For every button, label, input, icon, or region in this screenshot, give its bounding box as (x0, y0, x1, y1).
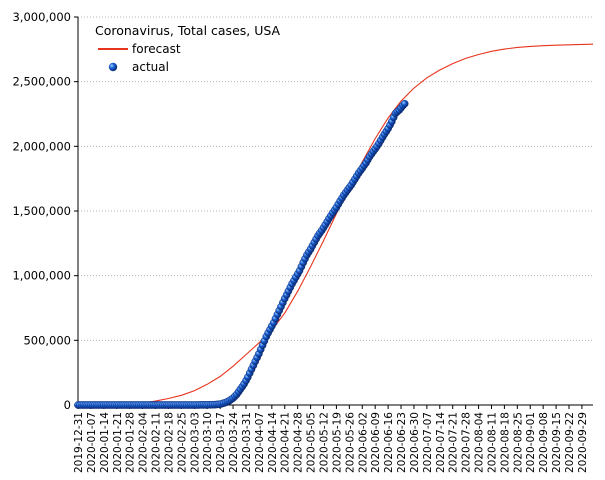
x-tick-label: 2020-07-21 (448, 412, 460, 473)
x-tick-label: 2020-04-14 (267, 412, 279, 473)
y-tick-label: 2,000,000 (12, 139, 71, 153)
y-tick-label: 500,000 (23, 333, 71, 347)
legend: Coronavirus, Total cases, USA forecast a… (95, 23, 281, 74)
x-tick-label: 2020-08-25 (512, 412, 524, 473)
x-tick-label: 2020-01-28 (125, 412, 137, 473)
y-tick-label: 3,000,000 (12, 10, 71, 24)
y-tick-label: 1,500,000 (12, 204, 71, 218)
x-tick-label: 2020-08-11 (486, 412, 498, 473)
x-tick-label: 2020-01-07 (86, 412, 98, 473)
x-tick-label: 2020-03-31 (241, 412, 253, 473)
x-tick-label: 2020-02-04 (138, 412, 150, 473)
x-tick-label: 2020-06-16 (383, 412, 395, 473)
y-tick-label: 1,000,000 (12, 269, 71, 283)
x-tick-label: 2020-03-17 (215, 412, 227, 473)
x-tick-label: 2020-03-24 (228, 412, 240, 473)
legend-actual-label: actual (132, 60, 169, 74)
x-tick-label: 2020-09-29 (577, 412, 589, 473)
x-tick-label: 2020-06-23 (396, 412, 408, 473)
x-tick-label: 2020-06-02 (357, 412, 369, 473)
x-tick-label: 2020-05-05 (306, 412, 318, 473)
actual-point (400, 99, 409, 108)
x-tick-label: 2020-09-15 (551, 412, 563, 473)
x-tick-label: 2020-09-22 (564, 412, 576, 473)
x-tick-label: 2020-05-26 (344, 412, 356, 473)
x-tick-label: 2020-04-28 (293, 412, 305, 473)
x-tick-label: 2020-09-08 (538, 412, 550, 473)
x-tick-label: 2020-05-19 (331, 412, 343, 473)
x-tick-label: 2020-01-21 (112, 412, 124, 473)
x-tick-label: 2019-12-31 (73, 412, 85, 473)
y-axis-ticks: 0 500,000 1,000,000 1,500,000 2,000,000 2,500… (12, 10, 78, 412)
x-tick-label: 2020-03-10 (202, 412, 214, 473)
x-tick-label: 2020-02-25 (176, 412, 188, 473)
x-tick-label: 2020-03-03 (189, 412, 201, 473)
series (74, 43, 594, 409)
x-tick-label: 2020-02-18 (163, 412, 175, 473)
legend-forecast-label: forecast (132, 42, 181, 56)
x-tick-label: 2020-07-14 (435, 412, 447, 473)
grid-lines (78, 16, 593, 341)
legend-actual-swatch (108, 62, 118, 72)
x-tick-label: 2020-01-14 (99, 412, 111, 473)
x-tick-label: 2020-06-09 (370, 412, 382, 473)
y-tick-label: 2,500,000 (12, 75, 71, 89)
x-tick-label: 2020-07-07 (422, 412, 434, 473)
x-tick-label: 2020-07-28 (461, 412, 473, 473)
x-tick-label: 2020-08-04 (474, 412, 486, 473)
y-tick-label: 0 (64, 398, 71, 412)
x-axis-ticks: 2019-12-31 2020-01-07 2020-01-14 2020-01-21… (73, 405, 589, 473)
forecast-line (129, 43, 594, 405)
x-tick-label: 2020-02-11 (151, 412, 163, 473)
x-tick-label: 2020-04-21 (280, 412, 292, 473)
x-tick-label: 2020-06-30 (409, 412, 421, 473)
chart-title: Coronavirus, Total cases, USA (95, 23, 281, 38)
x-tick-label: 2020-04-07 (254, 412, 266, 473)
x-tick-label: 2020-05-12 (319, 412, 331, 473)
x-tick-label: 2020-08-18 (499, 412, 511, 473)
x-tick-label: 2020-09-01 (525, 412, 537, 473)
